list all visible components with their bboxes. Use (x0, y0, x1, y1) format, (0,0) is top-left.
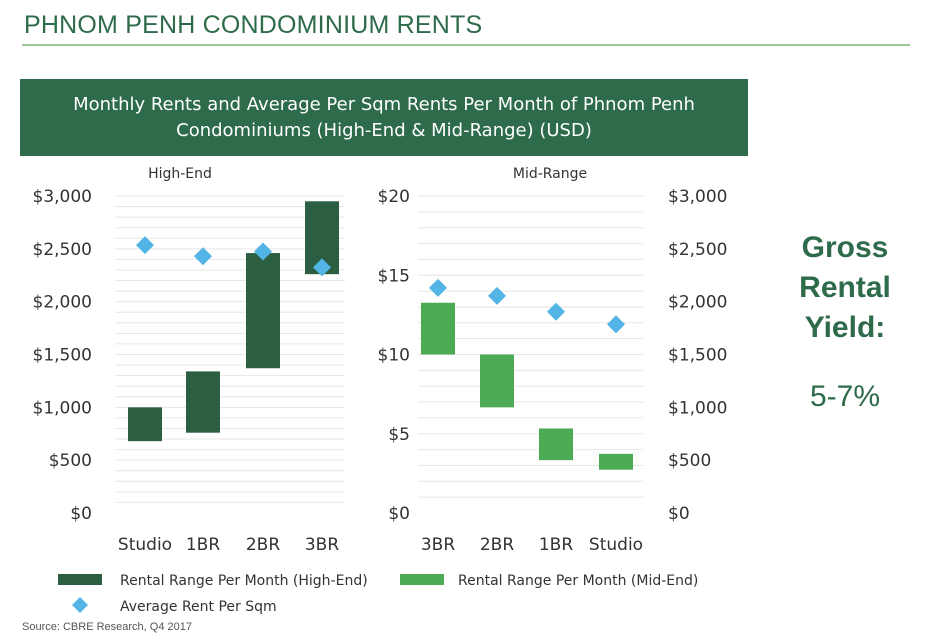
mid-range-bar-1br (539, 428, 573, 461)
high-end-marker-3br (313, 258, 331, 277)
high-end-category-label: 2BR (246, 535, 280, 555)
mid-range-left-y-tick: $15 (378, 266, 410, 286)
high-end-category-label: 3BR (305, 535, 339, 555)
page-title: PHNOM PENH CONDOMINIUM RENTS (24, 11, 483, 39)
high-end-marker-2br (254, 242, 272, 261)
high-end-bar-2br (246, 253, 280, 369)
mid-range-right-y-tick: $1,500 (668, 346, 727, 366)
high-end-y-tick: $1,000 (33, 398, 92, 418)
chart-title-banner: Monthly Rents and Average Per Sqm Rents … (20, 79, 748, 156)
mid-range-category-label: 1BR (539, 535, 573, 555)
gross-rental-yield-value: 5-7% (809, 380, 881, 413)
yield-label-line-2: Rental (799, 271, 891, 304)
mid-range-marker-studio (607, 315, 625, 334)
title-divider (22, 44, 910, 46)
legend-swatch-high-end (58, 574, 102, 585)
mid-range-right-y-tick: $2,500 (668, 240, 727, 260)
source-note: Source: CBRE Research, Q4 2017 (22, 621, 192, 633)
mid-range-category-label: 2BR (480, 535, 514, 555)
legend-label-high-end: Rental Range Per Month (High-End) (120, 573, 368, 589)
legend-label-per-sqm: Average Rent Per Sqm (120, 599, 277, 615)
high-end-y-tick: $2,000 (33, 293, 92, 313)
chart-title-line-2: Condominiums (High-End & Mid-Range) (USD… (176, 119, 592, 141)
high-end-marker-1br (194, 247, 212, 266)
legend-label-mid-end: Rental Range Per Month (Mid-End) (458, 573, 698, 589)
mid-range-marker-2br (488, 286, 506, 305)
high-end-y-tick: $1,500 (33, 346, 92, 366)
mid-range-bar-3br (421, 302, 455, 355)
mid-range-left-y-tick: $10 (378, 346, 410, 366)
mid-range-right-y-tick: $0 (668, 504, 690, 524)
high-end-marker-studio (136, 236, 154, 255)
high-end-y-tick: $500 (49, 451, 92, 471)
gross-rental-yield-label: Gross Rental Yield: (770, 228, 920, 348)
high-end-y-tick: $3,000 (33, 187, 92, 207)
mid-range-left-y-tick: $5 (388, 425, 410, 445)
high-end-y-tick: $0 (70, 504, 92, 524)
legend-swatch-per-sqm (72, 597, 88, 613)
mid-range-right-y-tick: $3,000 (668, 187, 727, 207)
mid-range-right-y-tick: $2,000 (668, 293, 727, 313)
mid-range-panel-label: Mid-Range (513, 166, 587, 182)
high-end-panel-label: High-End (148, 166, 212, 182)
high-end-category-label: Studio (118, 535, 172, 555)
high-end-bar-studio (128, 407, 162, 442)
yield-label-line-1: Gross (801, 231, 889, 264)
mid-range-bar-2br (480, 354, 514, 408)
yield-label-line-3: Yield: (804, 311, 886, 344)
mid-range-right-y-tick: $500 (668, 451, 711, 471)
mid-range-marker-3br (429, 278, 447, 297)
high-end-category-label: 1BR (186, 535, 220, 555)
high-end-bar-1br (186, 371, 220, 433)
mid-range-right-y-tick: $1,000 (668, 398, 727, 418)
chart-title-line-1: Monthly Rents and Average Per Sqm Rents … (73, 93, 695, 115)
mid-range-left-y-tick: $0 (388, 504, 410, 524)
mid-range-left-y-tick: $20 (378, 187, 410, 207)
mid-range-marker-1br (547, 302, 565, 321)
mid-range-category-label: Studio (589, 535, 643, 555)
mid-range-bar-studio (599, 453, 633, 470)
mid-range-category-label: 3BR (421, 535, 455, 555)
legend-swatch-mid-end (400, 574, 444, 585)
high-end-y-tick: $2,500 (33, 240, 92, 260)
